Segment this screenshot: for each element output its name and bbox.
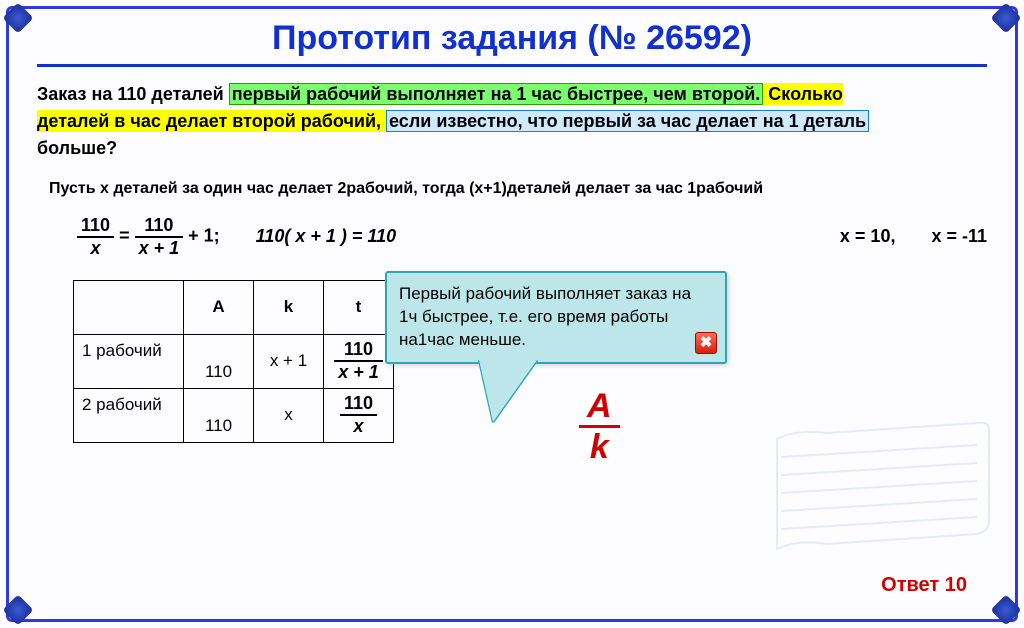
corner-decor [990,2,1021,33]
equation-row: 110 x = 110 x + 1 + 1; 110( x + 1 ) = 11… [77,216,987,258]
formula-t-Ak: A k [579,389,620,464]
corner-decor [2,594,33,625]
hint-callout: Первый рабочий выполняет заказ на 1ч быс… [385,271,727,364]
callout-tail [479,360,537,422]
problem-text: Заказ на 110 деталей [37,84,229,104]
cell-A: 110 [184,388,254,442]
equation-main: 110 x = 110 x + 1 + 1; [77,216,220,258]
fraction: 110 x [77,216,114,258]
table-header: t [324,280,394,334]
fraction: 110 x + 1 [135,216,184,258]
highlight-green: первый рабочий выполняет на 1 час быстре… [229,83,764,105]
solution-x2: x = -11 [931,226,987,247]
table-row: 1 рабочий 110 x + 1 110 x + 1 [74,334,394,388]
close-button[interactable]: ✖ [695,332,717,354]
work-table: A k t 1 рабочий 110 x + 1 110 x + 1 2 ра… [73,280,394,443]
row-label: 1 рабочий [74,334,184,388]
table-row: 2 рабочий 110 x 110 x [74,388,394,442]
cell-k: x + 1 [254,334,324,388]
fraction: 110 x + 1 [334,340,383,382]
cell-t: 110 x [324,388,394,442]
solution-x1: x = 10, [840,226,896,247]
cell-t: 110 x + 1 [324,334,394,388]
answer-label: Ответ 10 [881,574,967,597]
cell-A: 110 [184,334,254,388]
problem-text: больше? [37,138,117,158]
table-header: A [184,280,254,334]
corner-decor [990,594,1021,625]
highlight-yellow: деталей в час делает второй рабочий, [37,110,386,132]
row-label: 2 рабочий [74,388,184,442]
table-header [74,280,184,334]
table-header: k [254,280,324,334]
corner-decor [2,2,33,33]
page-title: Прототип задания (№ 26592) [37,17,987,67]
books-watermark [767,399,997,569]
highlight-blue: если известно, что первый за час делает … [386,110,869,132]
cell-k: x [254,388,324,442]
highlight-yellow: Сколько [763,83,843,105]
setup-line: Пусть х деталей за один час делает 2рабо… [49,180,987,198]
fraction: 110 x [340,394,377,436]
table-header-row: A k t [74,280,394,334]
problem-statement: Заказ на 110 деталей первый рабочий выпо… [37,81,987,162]
equation-expanded: 110( x + 1 ) = 110 [256,226,396,247]
slide-frame: Прототип задания (№ 26592) Заказ на 110 … [6,6,1018,622]
callout-text: Первый рабочий выполняет заказ на 1ч быс… [399,284,691,349]
